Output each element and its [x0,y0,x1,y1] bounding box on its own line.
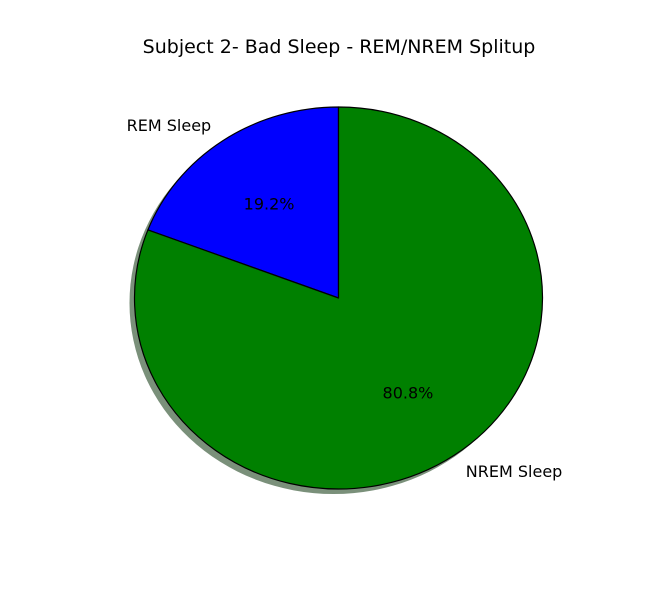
percent-label-nrem-sleep: 80.8% [383,383,434,402]
slice-label-rem-sleep: REM Sleep [127,116,212,135]
percent-label-rem-sleep: 19.2% [244,195,295,214]
slice-label-nrem-sleep: NREM Sleep [466,462,563,481]
chart-title: Subject 2- Bad Sleep - REM/NREM Splitup [143,36,536,58]
pie-slices [133,106,544,490]
pie-slice-nrem-sleep [133,106,544,490]
pie-slice-rem-sleep [147,106,340,299]
pie-labels: REM Sleep 19.2% NREM Sleep 80.8% [127,116,563,481]
